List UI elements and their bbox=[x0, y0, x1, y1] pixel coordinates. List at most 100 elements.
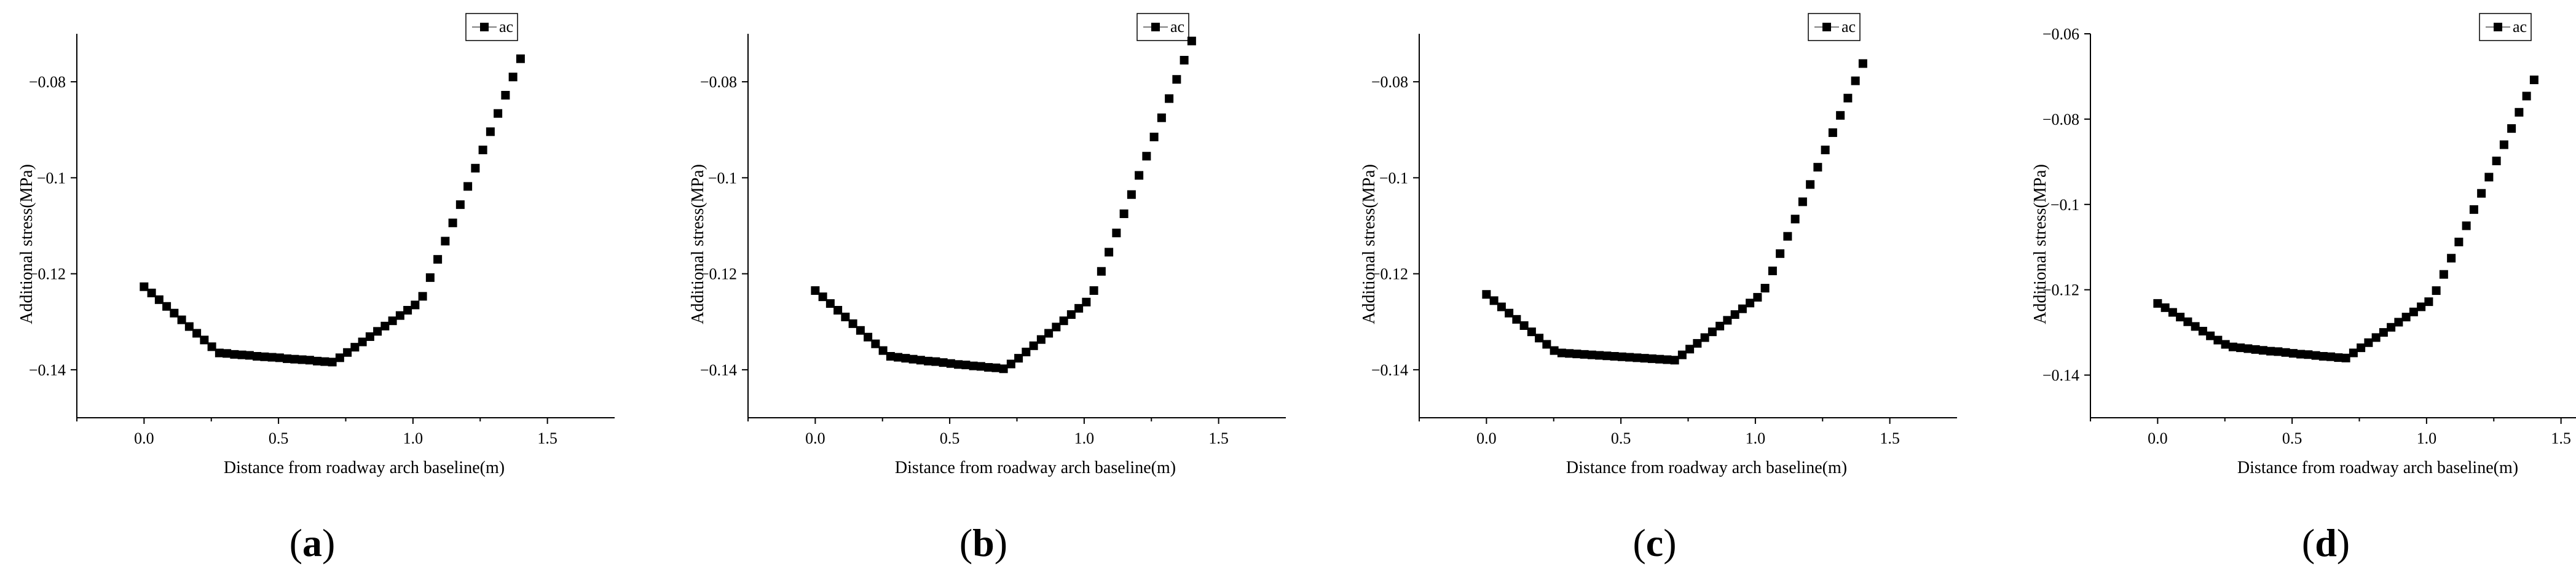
data-point bbox=[463, 182, 472, 190]
data-point bbox=[215, 349, 224, 358]
legend: ac bbox=[1808, 14, 1860, 41]
data-point bbox=[456, 200, 465, 209]
data-point bbox=[2357, 343, 2365, 352]
data-point bbox=[2387, 323, 2395, 332]
y-tick-label: −0.06 bbox=[2042, 25, 2079, 43]
data-point bbox=[1655, 355, 1664, 364]
series-ac bbox=[811, 37, 1196, 374]
data-point bbox=[1074, 304, 1083, 313]
data-point bbox=[2334, 353, 2342, 362]
data-point bbox=[811, 286, 819, 295]
x-tick-label: 1.0 bbox=[403, 429, 423, 447]
data-point bbox=[298, 355, 307, 364]
data-point bbox=[916, 356, 925, 364]
data-point bbox=[1821, 146, 1830, 154]
x-axis-title: Distance from roadway arch baseline(m) bbox=[1566, 458, 1847, 477]
data-point bbox=[2289, 349, 2298, 358]
data-point bbox=[2417, 302, 2425, 311]
data-point bbox=[2243, 345, 2252, 353]
data-point bbox=[1663, 355, 1671, 364]
legend-label: ac bbox=[2513, 18, 2527, 36]
data-point bbox=[2372, 333, 2381, 342]
legend-label: ac bbox=[499, 18, 513, 36]
data-point bbox=[388, 316, 397, 325]
data-point bbox=[1157, 114, 1166, 122]
data-point bbox=[2161, 303, 2170, 312]
data-point bbox=[411, 300, 419, 309]
series-ac bbox=[1482, 59, 1867, 364]
data-point bbox=[947, 359, 955, 368]
data-point bbox=[2304, 350, 2312, 359]
data-point bbox=[2236, 343, 2245, 352]
data-point bbox=[1044, 329, 1053, 338]
data-point bbox=[479, 146, 487, 154]
data-point bbox=[148, 289, 156, 297]
series-ac bbox=[140, 55, 525, 367]
data-point bbox=[2342, 354, 2350, 362]
data-point bbox=[1142, 152, 1151, 160]
data-point bbox=[501, 91, 510, 100]
data-point bbox=[320, 358, 329, 366]
data-point bbox=[358, 338, 367, 346]
data-point bbox=[1112, 229, 1121, 237]
data-point bbox=[1014, 354, 1023, 362]
x-tick-label: 0.5 bbox=[2282, 429, 2302, 447]
data-point bbox=[1588, 351, 1596, 359]
data-point bbox=[1806, 180, 1814, 189]
data-point bbox=[2477, 189, 2486, 198]
data-point bbox=[223, 349, 231, 358]
data-point bbox=[1067, 310, 1076, 319]
chart-panel-a: 0.0 0.5 1.0 1.5 −0.08 −0.1 −0.12 −0.14 Distance … bbox=[17, 14, 615, 565]
data-point bbox=[2168, 308, 2177, 316]
y-tick-label: −0.1 bbox=[2050, 196, 2079, 214]
legend-marker bbox=[1822, 23, 1831, 31]
data-point bbox=[2523, 92, 2531, 100]
y-tick-label: −0.14 bbox=[29, 361, 66, 379]
data-point bbox=[1738, 305, 1747, 313]
data-point bbox=[879, 346, 888, 355]
data-point bbox=[2447, 254, 2456, 262]
data-point bbox=[2454, 238, 2463, 246]
data-point bbox=[1836, 111, 1845, 120]
x-axis-title: Distance from roadway arch baseline(m) bbox=[895, 458, 1176, 477]
legend: ac bbox=[1137, 14, 1189, 41]
data-point bbox=[1150, 133, 1159, 141]
data-point bbox=[2507, 124, 2516, 133]
data-point bbox=[2424, 297, 2433, 306]
y-tick-label: −0.08 bbox=[29, 73, 66, 91]
panel-label: (b) bbox=[959, 521, 1007, 565]
panel-label: (d) bbox=[2302, 521, 2350, 565]
data-point bbox=[305, 356, 314, 364]
data-point bbox=[2213, 336, 2222, 345]
data-point bbox=[1829, 128, 1837, 137]
data-point bbox=[1082, 298, 1090, 307]
data-point bbox=[509, 72, 518, 81]
legend-marker bbox=[480, 23, 489, 31]
y-axis-title: Additional stress(MPa) bbox=[17, 164, 36, 324]
data-point bbox=[140, 283, 148, 291]
data-point bbox=[1678, 351, 1687, 359]
data-point bbox=[1746, 299, 1754, 307]
data-point bbox=[283, 354, 291, 363]
data-point bbox=[1120, 209, 1128, 218]
x-tick-label: 1.5 bbox=[537, 429, 557, 447]
data-point bbox=[1671, 356, 1679, 364]
data-point bbox=[1602, 351, 1611, 360]
data-point bbox=[909, 355, 918, 364]
data-point bbox=[2176, 313, 2184, 321]
x-tick-label: 0.0 bbox=[2148, 429, 2168, 447]
data-point bbox=[1648, 354, 1656, 363]
data-point bbox=[2274, 347, 2282, 356]
data-point bbox=[336, 353, 344, 362]
data-point bbox=[2319, 352, 2328, 361]
data-point bbox=[1843, 94, 1852, 103]
y-tick-label: −0.1 bbox=[1379, 169, 1408, 187]
data-point bbox=[260, 353, 269, 361]
data-point bbox=[268, 353, 277, 362]
data-point bbox=[1550, 346, 1559, 355]
data-point bbox=[991, 364, 1000, 372]
data-point bbox=[290, 355, 299, 364]
y-tick-label: −0.1 bbox=[37, 169, 66, 187]
data-point bbox=[1188, 37, 1196, 45]
series-ac bbox=[2153, 76, 2539, 362]
